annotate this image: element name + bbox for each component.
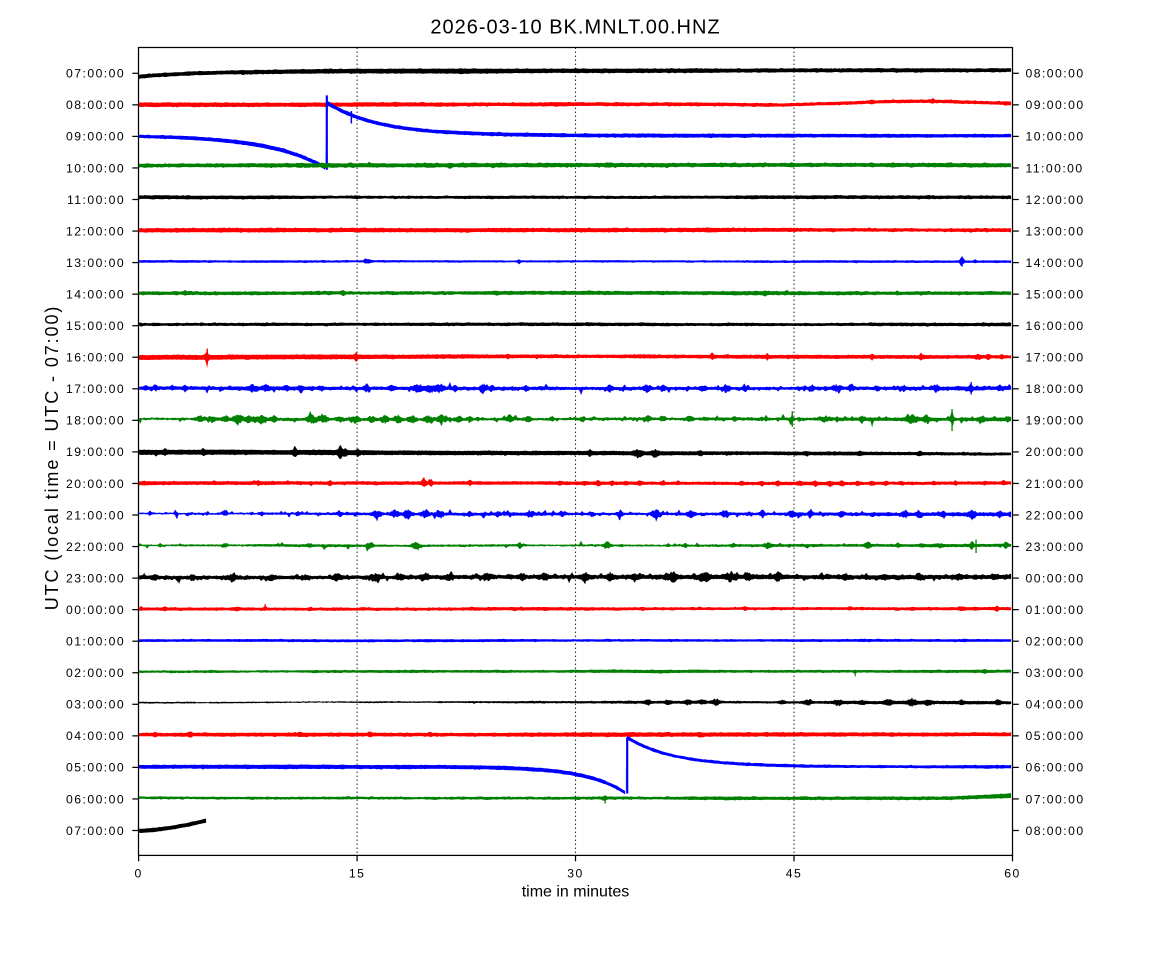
svg-text:45: 45 bbox=[786, 867, 802, 881]
svg-text:15:00:00: 15:00:00 bbox=[66, 319, 125, 333]
svg-text:04:00:00: 04:00:00 bbox=[66, 729, 125, 743]
svg-text:20:00:00: 20:00:00 bbox=[1026, 445, 1085, 459]
svg-text:05:00:00: 05:00:00 bbox=[66, 761, 125, 775]
svg-text:17:00:00: 17:00:00 bbox=[1026, 351, 1085, 365]
svg-text:21:00:00: 21:00:00 bbox=[66, 508, 125, 522]
svg-text:07:00:00: 07:00:00 bbox=[66, 824, 125, 838]
svg-text:2026-03-10 BK.MNLT.00.HNZ: 2026-03-10 BK.MNLT.00.HNZ bbox=[430, 17, 720, 39]
svg-text:17:00:00: 17:00:00 bbox=[66, 382, 125, 396]
svg-text:15:00:00: 15:00:00 bbox=[1026, 287, 1085, 301]
svg-text:05:00:00: 05:00:00 bbox=[1026, 729, 1085, 743]
svg-text:20:00:00: 20:00:00 bbox=[66, 477, 125, 491]
svg-text:14:00:00: 14:00:00 bbox=[1026, 256, 1085, 270]
svg-text:07:00:00: 07:00:00 bbox=[1026, 792, 1085, 806]
svg-text:02:00:00: 02:00:00 bbox=[1026, 635, 1085, 649]
svg-text:10:00:00: 10:00:00 bbox=[1026, 130, 1085, 144]
svg-text:09:00:00: 09:00:00 bbox=[66, 130, 125, 144]
svg-text:18:00:00: 18:00:00 bbox=[1026, 382, 1085, 396]
svg-text:08:00:00: 08:00:00 bbox=[66, 98, 125, 112]
svg-text:03:00:00: 03:00:00 bbox=[66, 698, 125, 712]
svg-text:09:00:00: 09:00:00 bbox=[1026, 98, 1085, 112]
svg-text:19:00:00: 19:00:00 bbox=[66, 445, 125, 459]
svg-text:11:00:00: 11:00:00 bbox=[67, 193, 125, 207]
svg-text:06:00:00: 06:00:00 bbox=[66, 792, 125, 806]
svg-text:10:00:00: 10:00:00 bbox=[66, 161, 125, 175]
svg-text:time in minutes: time in minutes bbox=[522, 884, 630, 901]
svg-text:00:00:00: 00:00:00 bbox=[1026, 571, 1085, 585]
svg-text:00:00:00: 00:00:00 bbox=[66, 603, 125, 617]
svg-text:23:00:00: 23:00:00 bbox=[1026, 540, 1085, 554]
svg-text:04:00:00: 04:00:00 bbox=[1026, 698, 1085, 712]
svg-text:22:00:00: 22:00:00 bbox=[1026, 508, 1085, 522]
svg-text:06:00:00: 06:00:00 bbox=[1026, 761, 1085, 775]
svg-text:14:00:00: 14:00:00 bbox=[66, 287, 125, 301]
svg-text:16:00:00: 16:00:00 bbox=[1026, 319, 1085, 333]
svg-text:11:00:00: 11:00:00 bbox=[1026, 161, 1084, 175]
svg-text:16:00:00: 16:00:00 bbox=[66, 351, 125, 365]
svg-text:23:00:00: 23:00:00 bbox=[66, 571, 125, 585]
svg-text:01:00:00: 01:00:00 bbox=[66, 635, 125, 649]
svg-text:15: 15 bbox=[349, 867, 365, 881]
svg-text:01:00:00: 01:00:00 bbox=[1026, 603, 1085, 617]
svg-text:19:00:00: 19:00:00 bbox=[1026, 414, 1085, 428]
svg-text:12:00:00: 12:00:00 bbox=[66, 224, 125, 238]
svg-text:08:00:00: 08:00:00 bbox=[1026, 824, 1085, 838]
svg-text:08:00:00: 08:00:00 bbox=[1026, 67, 1085, 81]
svg-text:02:00:00: 02:00:00 bbox=[66, 666, 125, 680]
svg-text:12:00:00: 12:00:00 bbox=[1026, 193, 1085, 207]
svg-text:13:00:00: 13:00:00 bbox=[1026, 224, 1085, 238]
svg-text:18:00:00: 18:00:00 bbox=[66, 414, 125, 428]
svg-text:UTC (local time = UTC - 07:00): UTC (local time = UTC - 07:00) bbox=[42, 305, 62, 611]
svg-text:07:00:00: 07:00:00 bbox=[66, 67, 125, 81]
svg-text:22:00:00: 22:00:00 bbox=[66, 540, 125, 554]
svg-text:13:00:00: 13:00:00 bbox=[66, 256, 125, 270]
svg-text:03:00:00: 03:00:00 bbox=[1026, 666, 1085, 680]
svg-text:0: 0 bbox=[134, 867, 142, 881]
svg-text:21:00:00: 21:00:00 bbox=[1026, 477, 1085, 491]
svg-text:60: 60 bbox=[1004, 867, 1020, 881]
svg-text:30: 30 bbox=[567, 867, 583, 881]
